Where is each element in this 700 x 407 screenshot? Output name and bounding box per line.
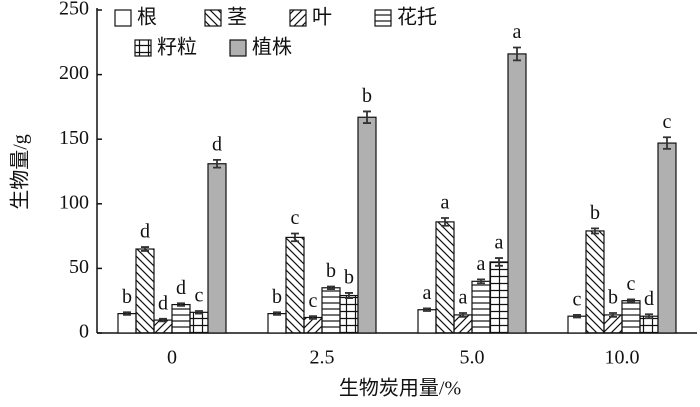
error-bar [273,311,281,316]
legend-label: 叶 [312,6,332,29]
error-bar [345,292,353,300]
legend-label: 茎 [227,6,247,29]
error-bar [495,257,503,267]
significance-letter: d [158,292,168,314]
bar [207,163,227,334]
x-tick-label: 10.0 [605,347,640,369]
bar [189,311,209,334]
error-bar [573,314,581,319]
error-bar [159,317,167,323]
significance-letter: d [140,221,150,243]
significance-letter: d [644,288,654,310]
bar [585,230,605,334]
bar [489,261,509,334]
legend-swatch [204,9,222,27]
significance-letter: c [573,289,582,311]
error-bar [309,315,317,320]
significance-letter: b [362,85,372,107]
bar [621,300,641,334]
legend-swatch [374,9,392,27]
legend-label: 花托 [397,6,437,29]
bar [435,221,455,334]
error-bar [141,246,149,252]
y-axis-label: 生物量/g [9,134,32,210]
error-bar [459,312,467,318]
significance-letter: d [212,133,222,155]
significance-letter: a [495,232,504,254]
y-tick-label: 100 [59,191,89,213]
error-bar [663,136,671,150]
significance-letter: d [176,277,186,299]
error-bar [363,110,371,124]
significance-letter: b [326,260,336,282]
significance-letter: a [423,282,432,304]
error-bar [423,307,431,312]
significance-letter: b [272,286,282,308]
significance-letter: a [513,21,522,43]
bar [507,53,527,334]
error-bar [177,302,185,307]
legend-swatch [114,9,132,27]
bar [285,236,305,334]
y-tick-label: 150 [59,127,89,149]
y-tick-label: 200 [59,62,89,84]
y-tick-label: 50 [69,256,89,278]
error-bar [123,311,131,316]
x-tick-label: 0 [167,347,177,369]
bar [135,248,155,334]
significance-letter: b [344,267,354,289]
legend-swatch [229,39,247,57]
error-bar [195,310,203,315]
bar [417,309,437,334]
y-tick-label: 250 [59,0,89,20]
significance-letter: a [441,192,450,214]
bar [267,313,287,334]
error-bar [627,298,635,303]
x-axis-label: 生物炭用量/% [339,377,461,400]
bar [357,116,377,334]
bar [339,294,359,334]
error-bar [327,285,335,290]
bar [657,142,677,334]
error-bar [645,313,653,320]
legend-label: 根 [137,6,157,29]
bar [171,303,191,334]
bar [471,280,491,334]
significance-letter: c [195,285,204,307]
significance-letter: a [477,253,486,275]
error-bar [291,232,299,243]
significance-letter: c [627,273,636,295]
x-tick-label: 2.5 [310,347,335,369]
significance-letter: b [590,202,600,224]
legend-swatch [289,9,307,27]
error-bar [609,312,617,318]
error-bar [477,278,485,285]
significance-letter: c [291,207,300,229]
significance-letter: c [309,290,318,312]
error-bar [441,217,449,227]
legend-label: 籽粒 [157,36,197,59]
significance-letter: a [459,287,468,309]
significance-letter: b [608,287,618,309]
bar [321,287,341,334]
error-bar [591,227,599,235]
significance-letter: c [663,111,672,133]
legend-swatch [134,39,152,57]
significance-letter: b [122,286,132,308]
bar [567,315,587,334]
legend-label: 植株 [252,36,292,59]
y-tick-label: 0 [79,321,89,343]
bar [303,316,323,334]
error-bar [513,46,521,62]
error-bar [213,158,221,169]
x-tick-label: 5.0 [460,347,485,369]
bar [117,313,137,334]
